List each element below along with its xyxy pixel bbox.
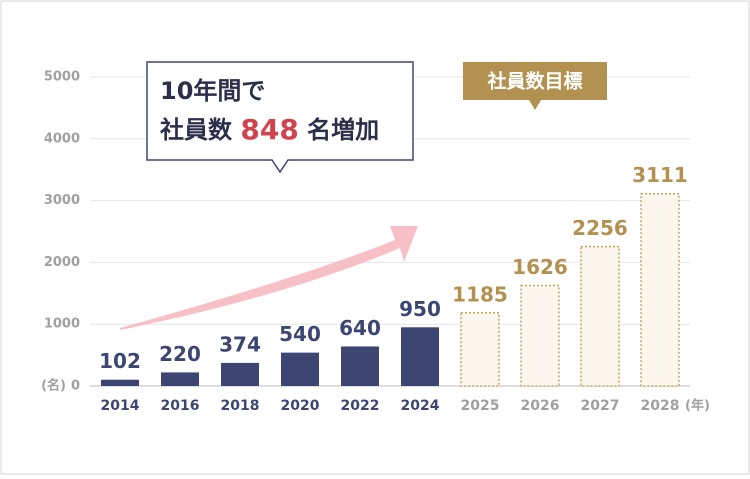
bar xyxy=(640,192,680,387)
y-tick-label: 5000 xyxy=(44,70,80,85)
x-unit: (年) xyxy=(685,398,710,414)
x-tick-label: 2014 xyxy=(101,398,140,414)
callout-line2: 社員数 848 名増加 xyxy=(160,113,379,146)
bar xyxy=(101,379,139,386)
bar xyxy=(341,346,379,386)
value-label: 1626 xyxy=(512,255,568,279)
callout-text: 名増加 xyxy=(307,116,379,144)
value-label: 950 xyxy=(399,297,441,321)
callout-line1: 10年間で xyxy=(160,77,265,105)
x-tick-label: 2016 xyxy=(161,398,200,414)
bar xyxy=(161,372,199,386)
callout-number: 848 xyxy=(240,113,298,146)
y-tick-label: 3000 xyxy=(44,193,80,208)
bar xyxy=(460,312,500,387)
x-tick-label: 2025 xyxy=(461,398,500,414)
bar xyxy=(520,284,560,387)
x-tick-label: 2018 xyxy=(221,398,260,414)
value-label: 220 xyxy=(159,342,201,366)
bar xyxy=(401,327,439,386)
value-label: 540 xyxy=(279,322,321,346)
bar xyxy=(221,362,259,386)
value-label: 102 xyxy=(99,349,141,373)
y-unit: (名) xyxy=(41,378,66,394)
y-tick-label: 2000 xyxy=(44,255,80,270)
value-label: 1185 xyxy=(452,282,508,306)
x-tick-label: 2026 xyxy=(521,398,560,414)
bar xyxy=(281,352,319,386)
value-label: 2256 xyxy=(572,216,628,240)
target-label: 社員数目標 xyxy=(486,70,582,93)
x-tick-label: 2028 xyxy=(641,398,680,414)
y-tick-label: 1000 xyxy=(44,317,80,332)
y-tick-label: 4000 xyxy=(44,131,80,146)
x-tick-label: 2024 xyxy=(401,398,440,414)
value-label: 374 xyxy=(219,332,261,356)
x-tick-label: 2020 xyxy=(281,398,320,414)
callout-box xyxy=(146,61,414,174)
y-tick-label: 0 xyxy=(71,379,80,394)
growth-arrow xyxy=(120,226,418,330)
value-label: 640 xyxy=(339,316,381,340)
x-tick-label: 2022 xyxy=(341,398,380,414)
target-box xyxy=(463,62,607,110)
callout-text: 社員数 xyxy=(160,116,233,144)
x-tick-label: 2027 xyxy=(581,398,620,414)
value-label: 3111 xyxy=(632,163,688,187)
bar xyxy=(580,245,620,387)
